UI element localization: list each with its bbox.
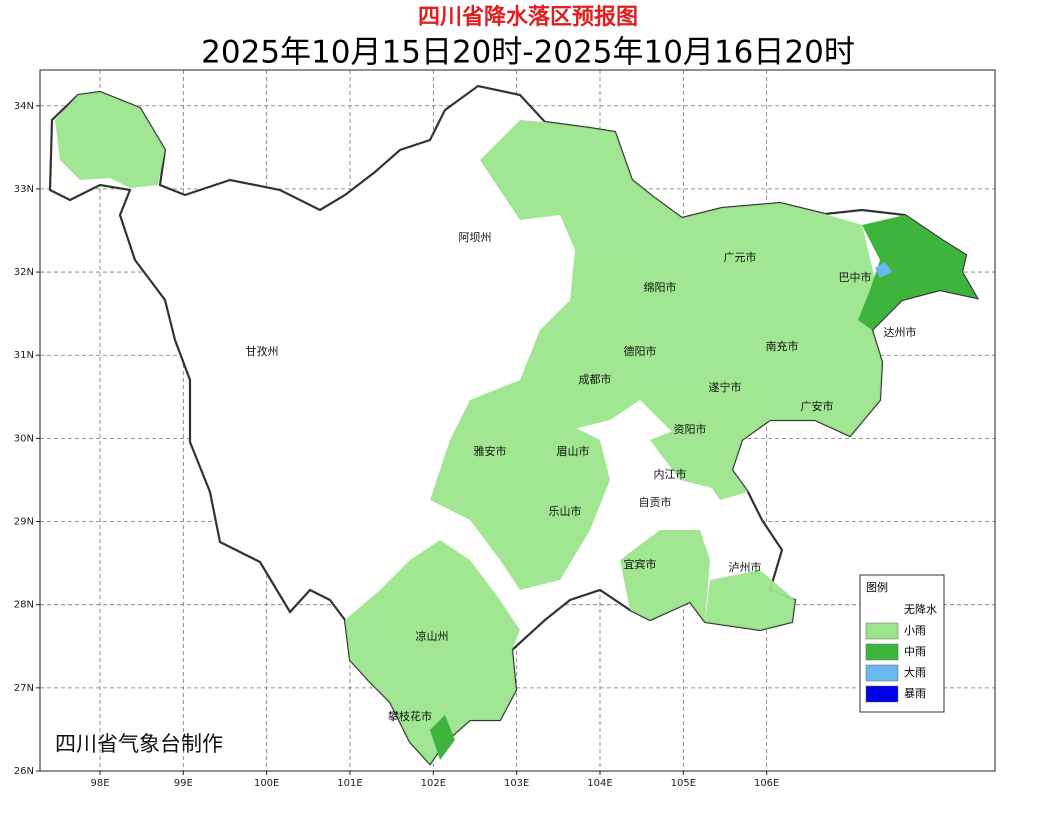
y-tick-label: 28N — [14, 600, 34, 611]
city-label: 眉山市 — [557, 444, 590, 458]
legend-swatch — [865, 685, 899, 703]
city-label: 资阳市 — [674, 422, 707, 436]
city-label: 泸州市 — [729, 560, 762, 574]
legend-label: 暴雨 — [904, 687, 926, 700]
x-tick-label: 98E — [90, 778, 109, 789]
city-label: 成都市 — [579, 372, 612, 386]
y-tick-label: 34N — [14, 101, 34, 112]
rain-moderate — [430, 215, 977, 760]
rain-heavy — [875, 262, 892, 278]
city-label: 凉山州 — [416, 629, 449, 643]
title: 四川省降水落区预报图 — [418, 5, 638, 30]
legend-swatch — [866, 602, 898, 618]
subtitle: 2025年10月15日20时-2025年10月16日20时 — [201, 35, 855, 71]
x-tick-label: 99E — [174, 778, 193, 789]
y-tick-label: 30N — [14, 433, 34, 444]
city-label: 巴中市 — [839, 270, 872, 284]
city-label: 达州市 — [884, 325, 917, 339]
city-label: 宜宾市 — [624, 557, 657, 571]
city-label: 德阳市 — [624, 344, 657, 358]
legend-title: 图例 — [866, 580, 888, 594]
legend-swatch — [865, 622, 899, 640]
y-tick-label: 31N — [14, 350, 34, 361]
city-label: 内江市 — [654, 467, 687, 481]
city-label: 自贡市 — [639, 495, 672, 509]
city-label: 遂宁市 — [709, 380, 742, 394]
y-tick-label: 26N — [14, 766, 34, 777]
y-tick-label: 27N — [14, 683, 34, 694]
city-label: 攀枝花市 — [388, 709, 432, 723]
map-frame — [39, 69, 996, 772]
city-label: 雅安市 — [474, 444, 507, 458]
city-label: 广安市 — [801, 399, 834, 413]
x-tick-label: 100E — [254, 778, 279, 789]
city-label: 阿坝州 — [459, 230, 492, 244]
x-tick-label: 104E — [587, 778, 612, 789]
x-tick-label: 101E — [337, 778, 362, 789]
rain-light — [55, 92, 882, 764]
y-tick-label: 32N — [14, 267, 34, 278]
city-label: 绵阳市 — [644, 280, 677, 294]
city-label: 南充市 — [766, 339, 799, 353]
city-label: 甘孜州 — [246, 344, 279, 358]
x-tick-label: 106E — [754, 778, 779, 789]
legend-label: 大雨 — [904, 665, 926, 679]
ticks: 98E 99E 100E 101E 102E 103E 104E 105E 106E 26N 27N… — [14, 101, 780, 789]
legend-label: 小雨 — [904, 624, 926, 637]
legend-label: 无降水 — [904, 602, 937, 616]
y-tick-label: 33N — [14, 184, 34, 195]
legend-swatch — [865, 664, 899, 682]
x-tick-label: 103E — [504, 778, 529, 789]
legend-label: 中雨 — [904, 645, 926, 658]
city-label: 乐山市 — [549, 504, 582, 518]
x-tick-label: 105E — [671, 778, 696, 789]
credit: 四川省气象台制作 — [55, 732, 223, 756]
y-tick-label: 29N — [14, 517, 34, 528]
x-tick-label: 102E — [421, 778, 446, 789]
legend-swatch — [865, 643, 899, 661]
city-label: 广元市 — [724, 250, 757, 264]
